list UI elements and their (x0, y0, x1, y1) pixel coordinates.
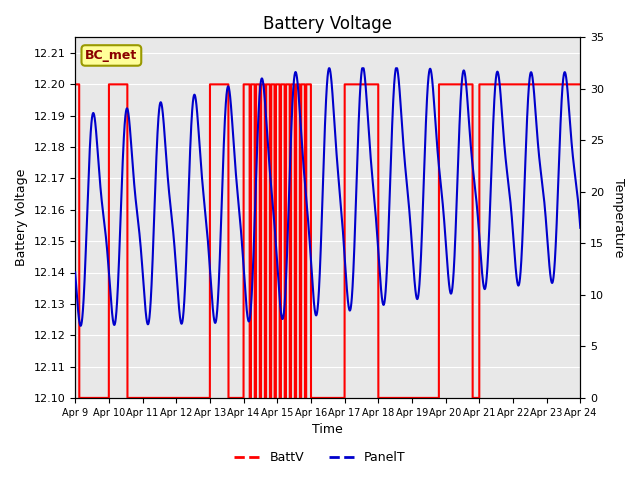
X-axis label: Time: Time (312, 423, 343, 436)
Title: Battery Voltage: Battery Voltage (263, 15, 392, 33)
Y-axis label: Temperature: Temperature (612, 178, 625, 257)
Y-axis label: Battery Voltage: Battery Voltage (15, 169, 28, 266)
Legend: BattV, PanelT: BattV, PanelT (229, 446, 411, 469)
Text: BC_met: BC_met (85, 49, 138, 62)
